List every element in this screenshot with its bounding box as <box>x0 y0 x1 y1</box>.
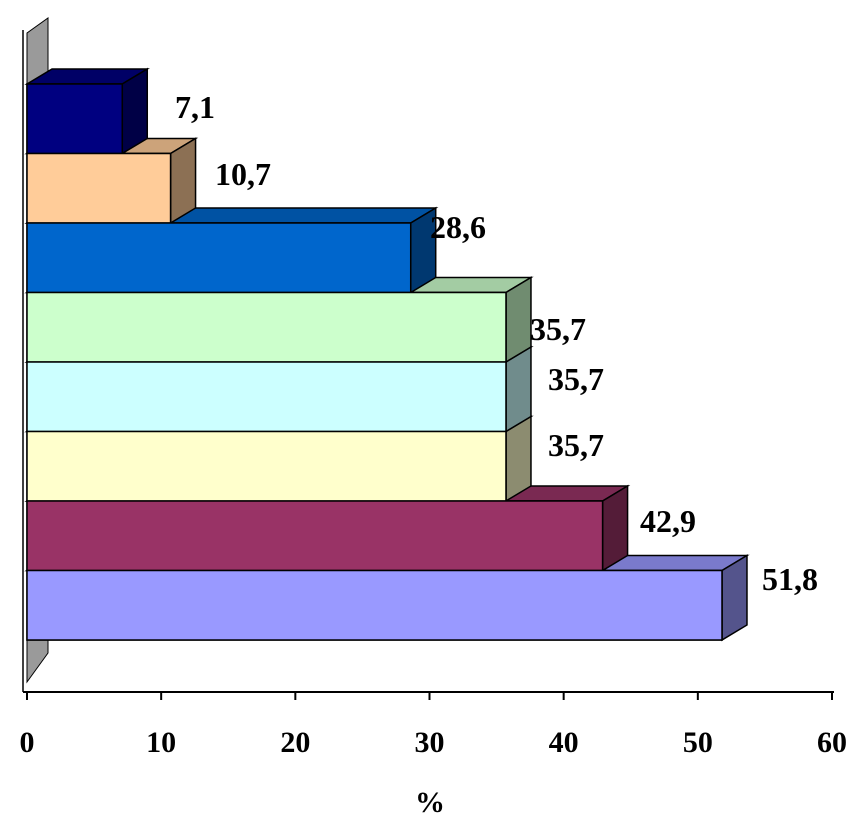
bar-side-face <box>721 554 748 642</box>
data-label-8: 51,8 <box>762 561 818 597</box>
bar-1-front <box>26 83 124 155</box>
x-tick-label-30: 30 <box>415 726 445 759</box>
data-label-6: 35,7 <box>548 427 604 463</box>
bar-5-front <box>26 361 507 433</box>
data-label-7: 42,9 <box>640 503 696 539</box>
x-tick-label-50: 50 <box>683 726 713 759</box>
x-tick-label-10: 10 <box>146 726 176 759</box>
x-axis-title: % <box>415 786 445 819</box>
bar-side-face <box>505 276 532 364</box>
data-labels: 7,110,7 28,6 35,7 35,7 35,7 42,9 51,8 <box>175 89 818 597</box>
x-tick-label-40: 40 <box>549 726 579 759</box>
bar-side-face <box>601 484 629 572</box>
x-tick-label-0: 0 <box>20 726 35 759</box>
data-label-2: 10,7 <box>215 156 271 192</box>
bar-2-front <box>26 152 172 224</box>
data-label-3: 28,6 <box>430 209 486 245</box>
bars <box>24 67 750 642</box>
bar-7-front <box>26 500 604 572</box>
x-tick-label-60: 60 <box>817 726 847 759</box>
data-label-1: 7,1 <box>175 89 215 125</box>
bar-4-front <box>26 291 507 363</box>
x-axis: 0 10 20 30 40 50 60 <box>20 30 847 759</box>
bar-side-face <box>169 137 197 225</box>
bar-3-front <box>26 222 412 294</box>
bar-6-front <box>26 430 507 502</box>
bar-8-front <box>26 569 723 641</box>
data-label-4: 35,7 <box>530 311 586 347</box>
data-label-5: 35,7 <box>548 361 604 397</box>
x-tick-label-20: 20 <box>280 726 310 759</box>
bar-side-face <box>121 67 149 155</box>
